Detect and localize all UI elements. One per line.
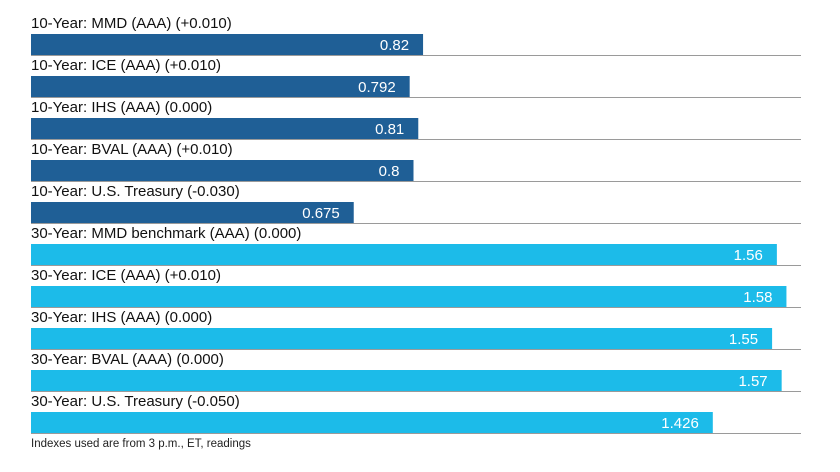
bar-row: 30-Year: MMD benchmark (AAA) (0.000) 1.56	[31, 225, 801, 266]
bar-row: 10-Year: U.S. Treasury (-0.030) 0.675	[31, 183, 801, 224]
data-label: 1.55	[729, 331, 758, 348]
data-label: 0.81	[375, 121, 404, 138]
data-label: 1.426	[661, 415, 699, 432]
bar	[31, 412, 713, 433]
category-label: 30-Year: MMD benchmark (AAA) (0.000)	[31, 225, 301, 242]
bar	[31, 76, 410, 97]
data-label: 0.792	[358, 79, 396, 96]
bar	[31, 286, 787, 307]
bar-row: 10-Year: BVAL (AAA) (+0.010) 0.8	[31, 141, 801, 182]
data-label: 0.82	[380, 37, 409, 54]
category-label: 30-Year: U.S. Treasury (-0.050)	[31, 393, 240, 410]
category-label: 10-Year: BVAL (AAA) (+0.010)	[31, 141, 233, 158]
data-label: 0.8	[379, 163, 400, 180]
bar-row: 10-Year: ICE (AAA) (+0.010) 0.792	[31, 57, 801, 98]
bar	[31, 328, 773, 349]
data-label: 0.675	[302, 205, 340, 222]
bar-row: 30-Year: IHS (AAA) (0.000) 1.55	[31, 309, 801, 350]
bar-row: 10-Year: IHS (AAA) (0.000) 0.81	[31, 99, 801, 140]
category-label: 30-Year: IHS (AAA) (0.000)	[31, 309, 212, 326]
bar	[31, 34, 424, 55]
bar	[31, 244, 777, 265]
bar	[31, 118, 419, 139]
bar-row: 30-Year: U.S. Treasury (-0.050) 1.426	[31, 393, 801, 434]
category-label: 10-Year: U.S. Treasury (-0.030)	[31, 183, 240, 200]
data-label: 1.58	[743, 289, 772, 306]
category-label: 30-Year: BVAL (AAA) (0.000)	[31, 351, 224, 368]
data-label: 1.56	[734, 247, 763, 264]
footnote: Indexes used are from 3 p.m., ET, readin…	[31, 438, 251, 450]
bar-row: 10-Year: MMD (AAA) (+0.010) 0.82	[31, 15, 801, 56]
data-label: 1.57	[738, 373, 767, 390]
bar-row: 30-Year: ICE (AAA) (+0.010) 1.58	[31, 267, 801, 308]
category-label: 30-Year: ICE (AAA) (+0.010)	[31, 267, 221, 284]
bar-row: 30-Year: BVAL (AAA) (0.000) 1.57	[31, 351, 801, 392]
category-label: 10-Year: IHS (AAA) (0.000)	[31, 99, 212, 116]
bar	[31, 202, 354, 223]
category-label: 10-Year: ICE (AAA) (+0.010)	[31, 57, 221, 74]
category-label: 10-Year: MMD (AAA) (+0.010)	[31, 15, 232, 32]
bar	[31, 160, 414, 181]
bar	[31, 370, 782, 391]
